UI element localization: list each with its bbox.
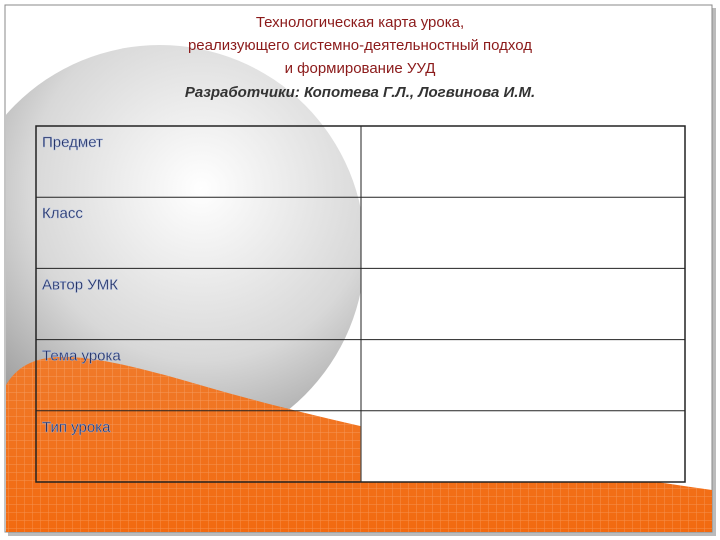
title-line: реализующего системно-деятельностный под… <box>188 37 532 54</box>
table: Предмет Класс Автор УМК Тема урока Тип урока <box>35 125 686 483</box>
row-label: Класс <box>42 205 83 222</box>
row-label: Тип урока <box>42 419 111 436</box>
globe <box>6 45 365 455</box>
row-label: Предмет <box>42 134 103 151</box>
title-line: и формирование УУД <box>285 60 436 77</box>
row-label: Автор УМК <box>42 276 118 293</box>
title-line: Технологическая карта урока, <box>256 14 464 31</box>
right-column <box>361 126 685 482</box>
authors: Разработчики: Копотева Г.Л., Логвинова И… <box>185 84 535 101</box>
wave-grid <box>6 356 712 532</box>
row-label: Тема урока <box>42 348 121 365</box>
